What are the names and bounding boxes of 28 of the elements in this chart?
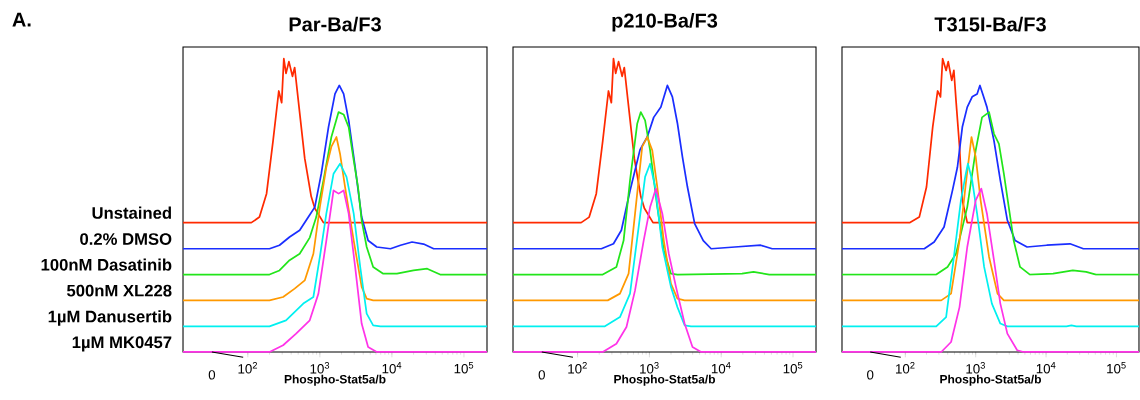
x-tick-label: 10$^{4}$ bbox=[1036, 362, 1056, 374]
series-label: 1µM MK0457 bbox=[72, 336, 172, 352]
series-label: 0.2% DMSO bbox=[80, 233, 172, 245]
series-label: 100nM Dasatinib bbox=[41, 258, 172, 271]
x-tick-label: 10$^{2}$ bbox=[895, 362, 915, 374]
series-label: 500nM XL228 bbox=[67, 284, 172, 297]
series-label: 1µM Danusertib bbox=[48, 310, 172, 326]
x-tick-label: 10$^{5}$ bbox=[1107, 362, 1126, 374]
x-tick-label: 10$^{3}$ bbox=[310, 362, 330, 374]
text: 0 bbox=[538, 370, 545, 380]
x-tick-label: 10$^{5}$ bbox=[454, 362, 474, 374]
x-tick-label: 10$^{3}$ bbox=[640, 362, 659, 374]
x-axis-title: Phospho-Stat5a/b bbox=[940, 374, 1041, 386]
text: A. bbox=[12, 12, 31, 27]
chart-title: p210-Ba/F3 bbox=[612, 12, 718, 32]
x-axis-title: Phospho-Stat5a/b bbox=[284, 374, 386, 386]
chart-title: T315I-Ba/F3 bbox=[934, 16, 1046, 32]
x-tick-label: 10$^{2}$ bbox=[238, 362, 258, 374]
x-tick-label: 10$^{2}$ bbox=[568, 362, 587, 374]
x-axis-title: Phospho-Stat5a/b bbox=[614, 374, 716, 386]
x-tick-label: 10$^{4}$ bbox=[711, 362, 731, 374]
series-label: Unstained bbox=[92, 206, 171, 219]
x-tick-label: 10$^{5}$ bbox=[783, 362, 803, 374]
text: 0 bbox=[867, 370, 874, 380]
chart-title: Par-Ba/F3 bbox=[289, 16, 381, 32]
x-tick-label: 10$^{3}$ bbox=[966, 362, 985, 374]
x-tick-label: 10$^{4}$ bbox=[382, 362, 402, 374]
text: 0 bbox=[208, 370, 216, 380]
